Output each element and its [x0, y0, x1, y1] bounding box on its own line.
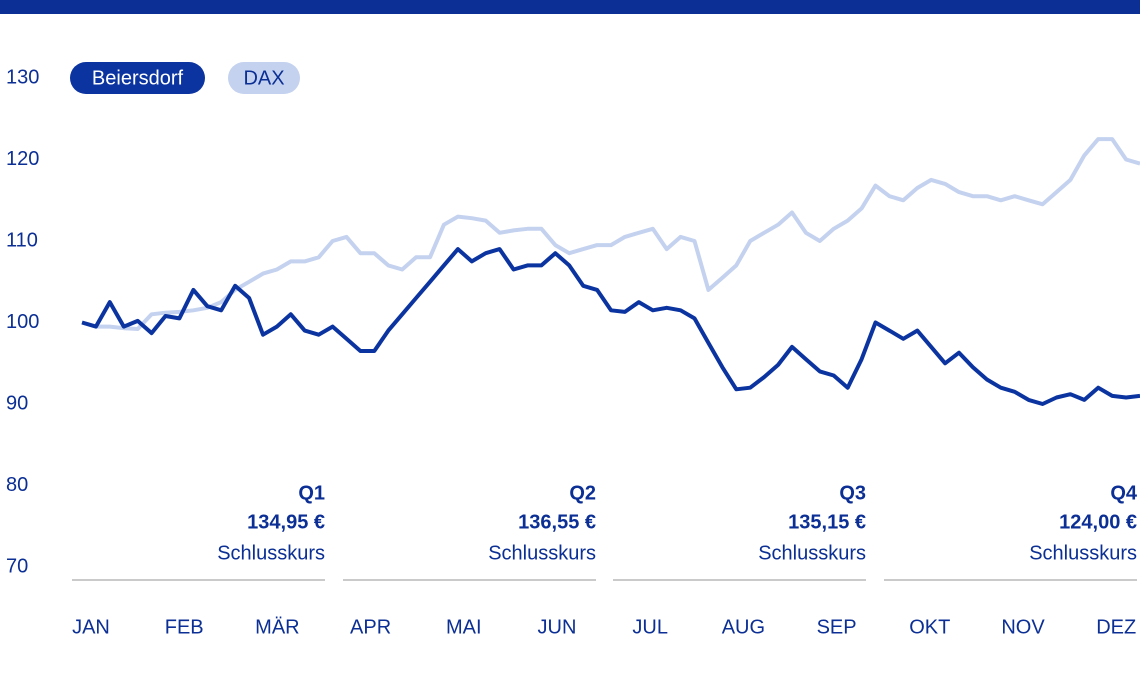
quarter-label: Q4 [1110, 482, 1138, 504]
quarter-price: 136,55 € [518, 511, 596, 533]
y-tick-label: 120 [6, 148, 39, 170]
legend-label: DAX [243, 67, 284, 89]
quarter-label: Q3 [839, 482, 866, 504]
x-tick-label: JAN [72, 616, 110, 638]
y-tick-label: 110 [6, 229, 38, 251]
x-tick-label: MÄR [255, 616, 299, 638]
quarter-price: 124,00 € [1059, 511, 1137, 533]
y-tick-label: 70 [6, 555, 28, 577]
x-tick-label: AUG [722, 616, 765, 638]
y-tick-label: 100 [6, 311, 39, 333]
quarter-label: Q2 [569, 482, 596, 504]
legend-label: Beiersdorf [92, 67, 184, 89]
x-tick-label: MAI [446, 616, 482, 638]
series-line [81, 137, 1140, 331]
series-line [81, 247, 1140, 406]
y-tick-label: 90 [6, 392, 28, 414]
legend-pill [228, 62, 300, 94]
x-tick-label: SEP [817, 616, 857, 638]
x-tick-label: JUL [632, 616, 668, 638]
quarter-price: 134,95 € [247, 511, 325, 533]
quarter-label: Q1 [298, 482, 325, 504]
y-tick-label: 130 [6, 66, 39, 88]
quarter-caption: Schlusskurs [217, 542, 325, 564]
quarter-caption: Schlusskurs [1029, 542, 1137, 564]
x-tick-label: JUN [538, 616, 577, 638]
x-tick-label: APR [350, 616, 391, 638]
quarter-caption: Schlusskurs [488, 542, 596, 564]
x-tick-label: FEB [165, 616, 204, 638]
quarter-price: 135,15 € [788, 511, 866, 533]
x-tick-label: OKT [909, 616, 950, 638]
y-tick-label: 80 [6, 474, 28, 496]
top-bar [0, 0, 1140, 14]
x-tick-label: DEZ [1096, 616, 1136, 638]
x-tick-label: NOV [1001, 616, 1045, 638]
quarter-caption: Schlusskurs [758, 542, 866, 564]
legend-pill [70, 62, 205, 94]
